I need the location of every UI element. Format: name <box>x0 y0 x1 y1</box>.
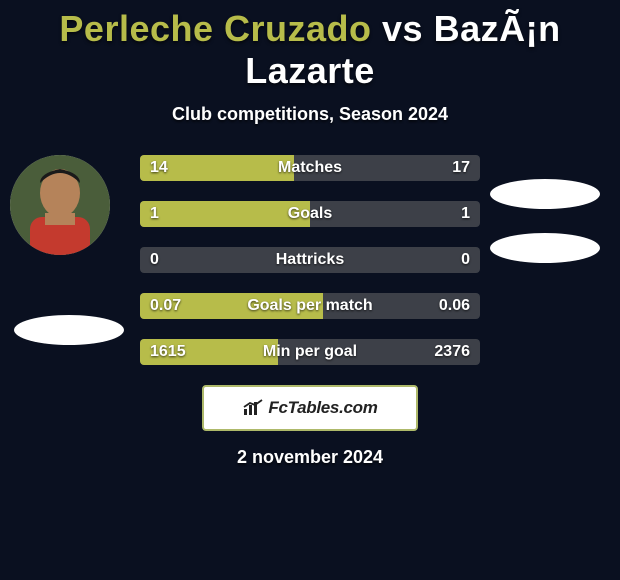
chart-icon <box>242 399 264 417</box>
subtitle: Club competitions, Season 2024 <box>0 104 620 125</box>
stat-label: Goals <box>140 201 480 227</box>
placeholder-oval-right-2 <box>490 233 600 263</box>
branding-text: FcTables.com <box>268 398 377 418</box>
comparison-date: 2 november 2024 <box>0 447 620 468</box>
stat-label: Matches <box>140 155 480 181</box>
stat-label: Min per goal <box>140 339 480 365</box>
stat-label: Hattricks <box>140 247 480 273</box>
player1-name: Perleche Cruzado <box>59 8 371 49</box>
stat-label: Goals per match <box>140 293 480 319</box>
comparison-title: Perleche Cruzado vs BazÃ¡n Lazarte <box>0 0 620 92</box>
stat-row: 11Goals <box>140 201 480 227</box>
player1-avatar <box>10 155 110 255</box>
person-icon <box>10 155 110 255</box>
stat-row: 00Hattricks <box>140 247 480 273</box>
branding-badge: FcTables.com <box>202 385 418 431</box>
vs-separator: vs <box>372 8 434 49</box>
stats-bars: 1417Matches 11Goals 00Hattricks 0.070.06Goa… <box>140 155 480 365</box>
placeholder-oval-left <box>14 315 124 345</box>
placeholder-oval-right-1 <box>490 179 600 209</box>
comparison-content: 1417Matches 11Goals 00Hattricks 0.070.06Goa… <box>0 155 620 365</box>
stat-row: 1417Matches <box>140 155 480 181</box>
stat-row: 0.070.06Goals per match <box>140 293 480 319</box>
stat-row: 16152376Min per goal <box>140 339 480 365</box>
